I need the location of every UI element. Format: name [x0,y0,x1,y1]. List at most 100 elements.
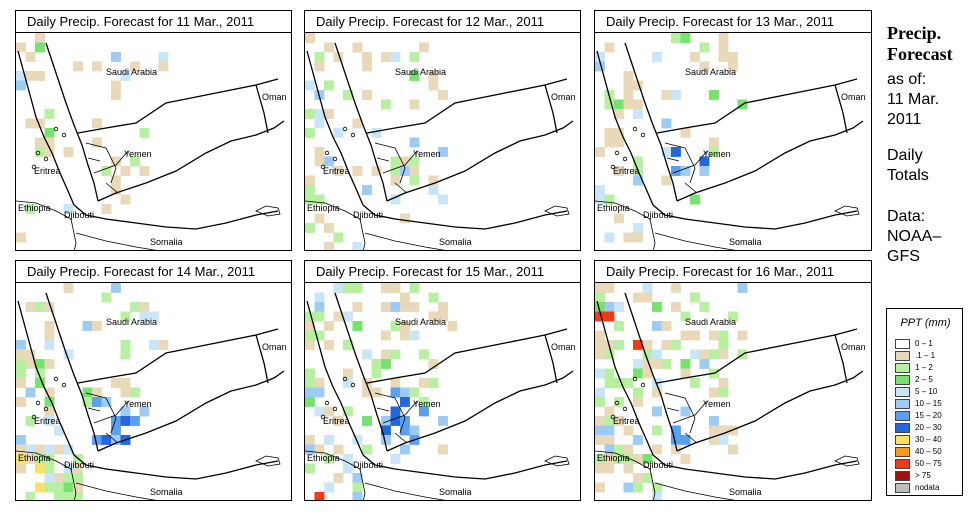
precip-cell [120,311,131,322]
legend-swatch [895,363,910,373]
precip-cell [661,90,672,100]
precip-cell [44,302,55,312]
map-svg: Saudi Arabia Oman Yemen Eritrea Ethiopia Djib… [16,33,287,250]
precip-cell [54,444,64,455]
precip-cell [614,166,624,176]
label-eritrea: Eritrea [34,166,61,176]
precip-cell [680,311,691,322]
precip-cell [333,283,344,293]
precip-cell [381,52,391,62]
precip-cell [35,118,45,129]
legend: PPT (mm) 0 – 1 .1 – 1 1 – 2 2 – 5 5 – 10 10 –… [886,308,963,496]
precip-cell [595,283,605,293]
precip-cell [130,416,140,426]
label-oman: Oman [551,92,576,102]
border-line [45,292,99,452]
precip-cell [718,330,729,341]
island-outline [614,400,620,406]
precip-cell [352,283,363,293]
legend-label: .1 – 1 [915,351,936,360]
precip-cell [352,473,363,483]
precip-cell [44,330,55,341]
precip-cell [709,137,719,148]
precip-cell [324,156,334,167]
precip-cell [314,61,325,72]
precip-cell [111,80,121,91]
precip-cell [352,492,363,500]
island-outline [255,205,281,217]
map-panel-3: Saudi Arabia Oman Yemen Eritrea Ethiopia Djib… [594,32,872,251]
precip-cell [595,463,605,474]
precip-cell [623,454,634,464]
island-outline [61,382,67,388]
precip-cell [352,42,363,53]
precip-cell [604,349,615,360]
legend-swatch [895,483,910,493]
precip-cell [390,156,401,167]
precip-cell [305,194,315,205]
precip-cell [400,416,410,426]
border-line [255,84,269,134]
precip-cell [343,340,353,350]
border-line [305,450,366,500]
label-eritrea: Eritrea [323,166,350,176]
island-outline [61,132,67,138]
border-line [656,78,858,134]
precip-cell [343,406,353,417]
label-somalia: Somalia [439,487,472,497]
precip-cell [652,52,662,62]
precip-cell [614,128,624,138]
precip-cell [709,147,719,157]
precip-cell [120,349,131,360]
precip-cell [409,166,420,176]
precip-cell [595,454,605,464]
precip-cell [409,71,420,81]
precip-cell [633,454,643,464]
precip-cell [343,283,353,293]
label-djibouti: Djibouti [64,460,94,470]
island-outline [834,205,860,217]
precip-cell [343,311,353,322]
precip-cell [16,232,26,243]
precip-cell [718,435,729,445]
border-line [624,42,678,202]
precip-cell [709,425,719,436]
precip-cell [614,213,624,224]
precip-cell [120,194,131,205]
legend-label: 5 – 10 [915,387,938,396]
precip-cell [16,435,26,445]
precip-cell [111,283,121,293]
precip-cell [305,33,315,43]
precip-cell [409,302,420,312]
precip-cell [604,416,615,426]
precip-cell [158,340,169,350]
border-line [306,300,364,456]
precip-grid [305,283,458,500]
map-panel-2: Saudi Arabia Oman Yemen Eritrea Ethiopia Djib… [304,32,581,251]
precip-cell [381,330,391,341]
precip-cell [400,302,410,312]
precip-cell [400,156,410,167]
precip-cell [390,175,401,186]
border-line [73,204,279,230]
precip-cell [139,166,150,176]
sidebar-totals: Totals [887,167,929,184]
precip-cell [428,80,439,91]
precip-cell [25,204,36,214]
precip-cell [709,90,719,100]
precip-cell [16,368,26,379]
precip-cell [595,416,605,426]
precip-cell [111,416,121,426]
precip-cell [671,283,681,293]
precip-cell [120,166,131,176]
precip-cell [73,61,83,72]
label-djibouti: Djibouti [64,210,94,220]
precip-cell [63,444,74,455]
map-svg: Saudi Arabia Oman Yemen Eritrea Ethiopia Djib… [16,283,287,500]
precip-cell [35,444,45,455]
border-line [652,204,858,230]
precip-cell [343,463,353,474]
precip-cell [642,349,653,360]
precip-cell [633,340,643,350]
border-line [75,232,157,250]
